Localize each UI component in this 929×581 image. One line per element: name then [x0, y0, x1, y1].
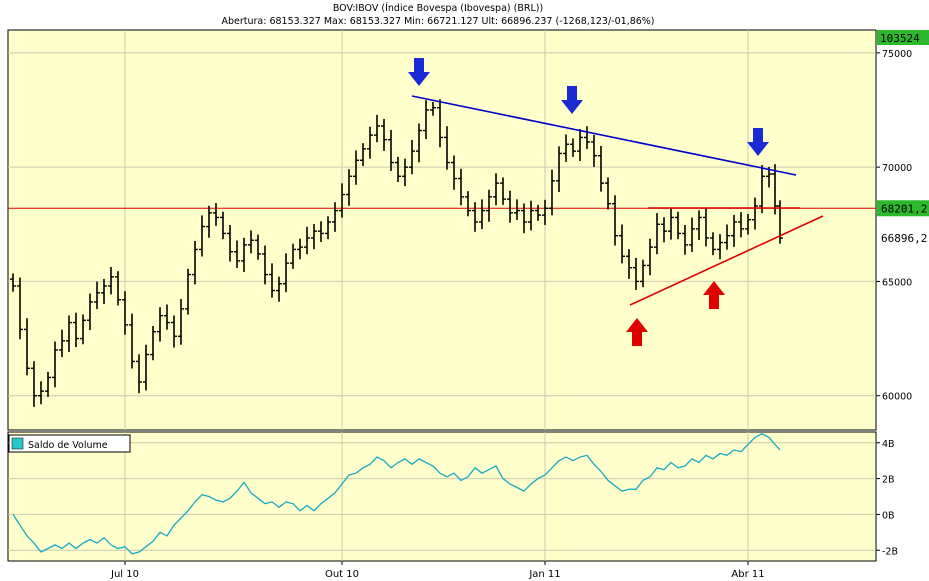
top-arrow-1	[408, 58, 430, 86]
x-tick-label: Jan 11	[528, 569, 560, 580]
volume-legend	[8, 434, 131, 453]
volume-y-tick-label: 0B	[882, 510, 895, 521]
price-plot-area	[7, 29, 877, 431]
x-tick-label: Abr 11	[731, 569, 764, 580]
top-price-badge	[877, 30, 929, 45]
top-price-badge-label: 103524	[880, 32, 920, 45]
volume-legend-swatch	[11, 437, 24, 450]
x-tick-label: Out 10	[325, 569, 359, 580]
y-tick-label: 75000	[882, 49, 912, 60]
y-tick-label: 60000	[882, 392, 912, 403]
y-tick-label: 70000	[882, 163, 912, 174]
level-price-badge	[877, 200, 929, 217]
last-price-badge-label: 66896,2	[881, 232, 927, 245]
top-arrow-2	[561, 86, 583, 114]
level-price-badge-label: 68201,2	[881, 202, 927, 215]
bottom-arrow-1	[626, 318, 648, 346]
bottom-arrow-2	[703, 281, 725, 309]
x-tick-label: Jul 10	[110, 569, 139, 580]
volume-series-line	[12, 433, 781, 555]
chart-title: BOV:IBOV (Índice Bovespa (Ibovespa) (BRL…	[332, 3, 544, 14]
volume-y-tick-label: -2B	[882, 546, 898, 557]
volume-y-tick-label: 4B	[882, 439, 895, 450]
top-arrow-3	[747, 128, 769, 156]
y-tick-label: 65000	[882, 277, 912, 288]
last-price-badge	[877, 230, 929, 247]
volume-legend-label: Saldo de Volume	[28, 440, 108, 451]
volume-y-tick-label: 2B	[882, 475, 895, 486]
quote-summary: Abertura: 68153.327 Max: 68153.327 Min: …	[221, 16, 655, 27]
descending-trend-line	[411, 95, 797, 176]
volume-plot-area	[7, 431, 877, 562]
ascending-trend-line	[629, 215, 824, 306]
